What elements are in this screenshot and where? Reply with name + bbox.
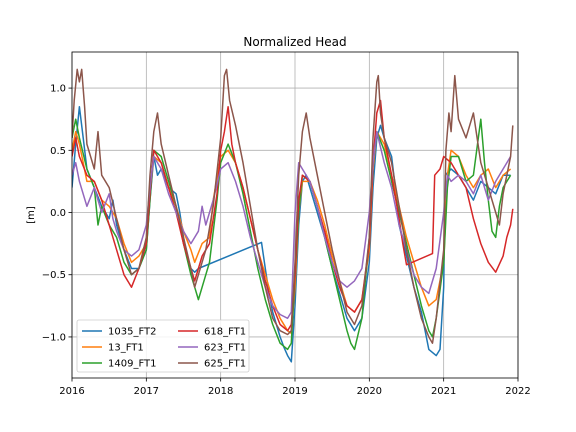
x-tick-label: 2016 xyxy=(59,386,84,397)
y-tick-label: 1.0 xyxy=(50,84,66,95)
series-line-625_FT1 xyxy=(72,68,514,344)
x-tick-label: 2021 xyxy=(431,386,456,397)
chart-title: Normalized Head xyxy=(243,35,346,49)
x-tick-label: 2020 xyxy=(357,386,382,397)
x-axis: 2016 2017 2018 2019 2020 2021 2022 xyxy=(59,378,531,397)
x-tick-label: 2019 xyxy=(282,386,307,397)
legend-label: 13_FT1 xyxy=(108,343,144,354)
legend-label: 1409_FT1 xyxy=(108,359,157,370)
y-tick-label: 0.5 xyxy=(50,146,66,157)
x-tick-label: 2017 xyxy=(134,386,159,397)
legend-label: 618_FT1 xyxy=(204,327,246,338)
series-layer xyxy=(72,68,514,363)
y-axis-label: [m] xyxy=(26,206,37,224)
y-tick-label: −0.5 xyxy=(42,270,66,281)
legend-label: 623_FT1 xyxy=(204,343,246,354)
legend-label: 625_FT1 xyxy=(204,359,246,370)
legend: 1035_FT2 13_FT1 1409_FT1 618_FT1 623_FT1 625_… xyxy=(76,319,250,373)
y-tick-label: −1.0 xyxy=(42,332,66,343)
y-tick-label: 0.0 xyxy=(50,208,66,219)
x-tick-label: 2018 xyxy=(208,386,233,397)
x-tick-label: 2022 xyxy=(505,386,530,397)
series-line-623_FT1 xyxy=(72,130,512,320)
y-axis: −1.0 −0.5 0.0 0.5 1.0 xyxy=(42,84,72,343)
legend-box xyxy=(76,319,250,373)
legend-label: 1035_FT2 xyxy=(108,327,157,338)
